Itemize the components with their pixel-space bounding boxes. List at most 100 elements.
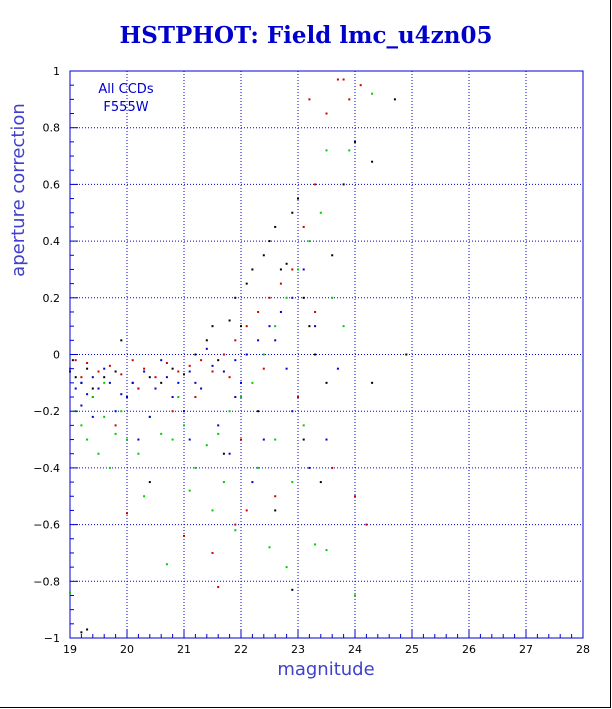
data-point bbox=[194, 466, 197, 469]
data-point bbox=[302, 296, 305, 299]
data-point bbox=[325, 438, 328, 441]
data-point bbox=[74, 359, 77, 362]
data-point bbox=[274, 509, 277, 512]
data-point bbox=[291, 588, 294, 591]
data-point bbox=[86, 367, 89, 370]
data-point bbox=[262, 367, 265, 370]
data-point bbox=[183, 534, 185, 537]
data-point bbox=[331, 254, 334, 257]
data-point bbox=[154, 387, 157, 390]
data-point bbox=[131, 359, 134, 362]
data-point bbox=[205, 444, 208, 447]
data-point bbox=[165, 376, 168, 379]
data-point bbox=[234, 296, 237, 299]
data-point bbox=[245, 509, 248, 512]
data-point bbox=[268, 325, 271, 328]
y-tick-label: 0.2 bbox=[43, 292, 61, 305]
data-point bbox=[86, 362, 89, 365]
data-point bbox=[348, 98, 351, 101]
data-point bbox=[228, 376, 231, 379]
y-tick-label: −0.4 bbox=[33, 462, 60, 475]
data-point bbox=[274, 325, 277, 328]
data-point bbox=[120, 373, 123, 376]
data-point bbox=[308, 98, 311, 101]
data-point bbox=[371, 381, 374, 384]
data-point bbox=[302, 225, 305, 228]
data-point bbox=[371, 160, 374, 163]
x-tick-label: 20 bbox=[120, 643, 134, 656]
data-point bbox=[405, 353, 408, 356]
data-point bbox=[285, 566, 288, 569]
data-point bbox=[291, 268, 294, 271]
data-point bbox=[234, 523, 237, 526]
data-point bbox=[211, 509, 214, 512]
data-point bbox=[285, 367, 288, 370]
data-point bbox=[177, 381, 180, 384]
data-point bbox=[245, 282, 248, 285]
data-point bbox=[274, 438, 277, 441]
x-axis-label: magnitude bbox=[277, 659, 374, 680]
data-point bbox=[291, 481, 294, 484]
data-point bbox=[120, 393, 123, 396]
data-point bbox=[108, 466, 111, 469]
data-point bbox=[91, 376, 94, 379]
data-point bbox=[228, 319, 231, 322]
data-point bbox=[108, 381, 111, 384]
data-point bbox=[103, 415, 106, 418]
data-point bbox=[165, 563, 168, 566]
data-point bbox=[297, 396, 299, 399]
data-point bbox=[285, 296, 288, 299]
data-point bbox=[137, 387, 140, 390]
data-point bbox=[234, 396, 237, 399]
data-point bbox=[222, 481, 225, 484]
data-point bbox=[331, 466, 334, 469]
data-point bbox=[257, 339, 260, 342]
data-point bbox=[222, 353, 225, 356]
data-point bbox=[234, 359, 237, 362]
data-point bbox=[143, 370, 146, 373]
data-point bbox=[325, 112, 328, 115]
data-point bbox=[257, 310, 260, 313]
data-point bbox=[245, 325, 248, 328]
data-point bbox=[80, 424, 83, 427]
data-point bbox=[274, 495, 277, 498]
data-point bbox=[126, 512, 128, 515]
data-point bbox=[268, 546, 271, 549]
data-point bbox=[74, 387, 77, 390]
data-point bbox=[211, 325, 214, 328]
data-point bbox=[188, 364, 191, 367]
data-point bbox=[342, 78, 345, 81]
data-point bbox=[217, 585, 220, 588]
data-point bbox=[171, 367, 174, 370]
data-point bbox=[91, 387, 94, 390]
data-point bbox=[86, 393, 89, 396]
data-point bbox=[308, 325, 311, 328]
data-point bbox=[154, 376, 157, 379]
data-point bbox=[371, 92, 374, 95]
data-point bbox=[336, 78, 339, 81]
annotation-filter: F555W bbox=[103, 100, 148, 115]
data-point bbox=[314, 543, 317, 546]
data-point bbox=[240, 438, 242, 441]
data-point bbox=[80, 381, 83, 384]
data-point bbox=[217, 432, 220, 435]
data-point bbox=[325, 549, 328, 552]
data-point bbox=[205, 339, 208, 342]
data-point bbox=[359, 84, 362, 87]
data-point bbox=[393, 98, 396, 101]
data-point bbox=[262, 353, 265, 356]
data-point bbox=[268, 240, 271, 243]
data-point bbox=[291, 296, 294, 299]
data-point bbox=[200, 387, 203, 390]
data-point bbox=[251, 481, 254, 484]
data-point bbox=[103, 367, 106, 370]
data-point bbox=[80, 404, 83, 407]
y-tick-label: 0.6 bbox=[43, 178, 61, 191]
data-point bbox=[354, 495, 356, 498]
data-point bbox=[171, 410, 174, 413]
data-point bbox=[160, 381, 163, 384]
data-point bbox=[126, 438, 128, 441]
data-point bbox=[285, 262, 288, 265]
